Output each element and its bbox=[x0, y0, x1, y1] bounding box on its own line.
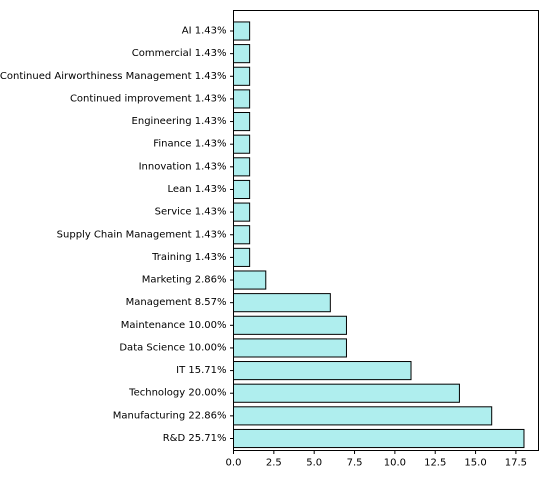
category-label: Continued improvement 1.43% bbox=[70, 93, 227, 104]
category-label: Commercial 1.43% bbox=[132, 48, 227, 59]
bar bbox=[233, 112, 251, 132]
bar bbox=[233, 179, 251, 200]
bar bbox=[233, 225, 251, 245]
x-tick-label: 12.5 bbox=[424, 458, 446, 469]
category-label: Technology 20.00% bbox=[128, 388, 226, 399]
bar bbox=[233, 247, 251, 267]
bar bbox=[233, 270, 267, 290]
x-tick-label: 7.5 bbox=[347, 458, 363, 469]
category-label: Data Science 10.00% bbox=[119, 342, 226, 353]
category-label: AI 1.43% bbox=[182, 26, 227, 37]
category-label: Engineering 1.43% bbox=[132, 116, 227, 127]
bar bbox=[233, 134, 251, 154]
x-tick-label: 10.0 bbox=[384, 458, 406, 469]
category-label: Innovation 1.43% bbox=[139, 161, 227, 172]
category-labels-group: AI 1.43% Commercial 1.43% Continued Airwor… bbox=[0, 26, 234, 444]
bar bbox=[233, 66, 251, 86]
bar bbox=[233, 89, 251, 109]
x-ticks-group: 0.0 2.5 5.0 7.5 10.0 12.5 15.0 17.5 bbox=[226, 450, 527, 469]
x-tick-label: 5.0 bbox=[306, 458, 322, 469]
bar bbox=[233, 44, 251, 64]
x-tick-label: 0.0 bbox=[226, 458, 242, 469]
bar bbox=[233, 338, 347, 358]
category-label: Lean 1.43% bbox=[168, 184, 227, 195]
category-label: Finance 1.43% bbox=[153, 139, 226, 150]
category-label: R&D 25.71% bbox=[163, 433, 227, 444]
plot-frame bbox=[233, 10, 539, 451]
category-label: Marketing 2.86% bbox=[142, 275, 227, 286]
category-label: Continued Airworthiness Management 1.43% bbox=[0, 71, 227, 82]
category-label: Service 1.43% bbox=[155, 207, 227, 218]
bar bbox=[233, 361, 412, 381]
bar bbox=[233, 428, 525, 449]
bar bbox=[233, 383, 460, 403]
x-tick-label: 2.5 bbox=[266, 458, 282, 469]
bar bbox=[233, 21, 251, 41]
bar bbox=[233, 202, 251, 222]
bar bbox=[233, 157, 251, 177]
category-label: Training 1.43% bbox=[151, 252, 226, 263]
category-label: Manufacturing 22.86% bbox=[113, 410, 227, 421]
bar bbox=[233, 293, 331, 313]
x-tick-label: 17.5 bbox=[505, 458, 527, 469]
category-label: Supply Chain Management 1.43% bbox=[57, 229, 227, 240]
x-tick-label: 15.0 bbox=[464, 458, 486, 469]
category-label: Management 8.57% bbox=[126, 297, 227, 308]
bar bbox=[233, 315, 347, 335]
category-label: IT 15.71% bbox=[176, 365, 226, 376]
bar bbox=[233, 406, 493, 426]
category-label: Maintenance 10.00% bbox=[121, 320, 227, 331]
